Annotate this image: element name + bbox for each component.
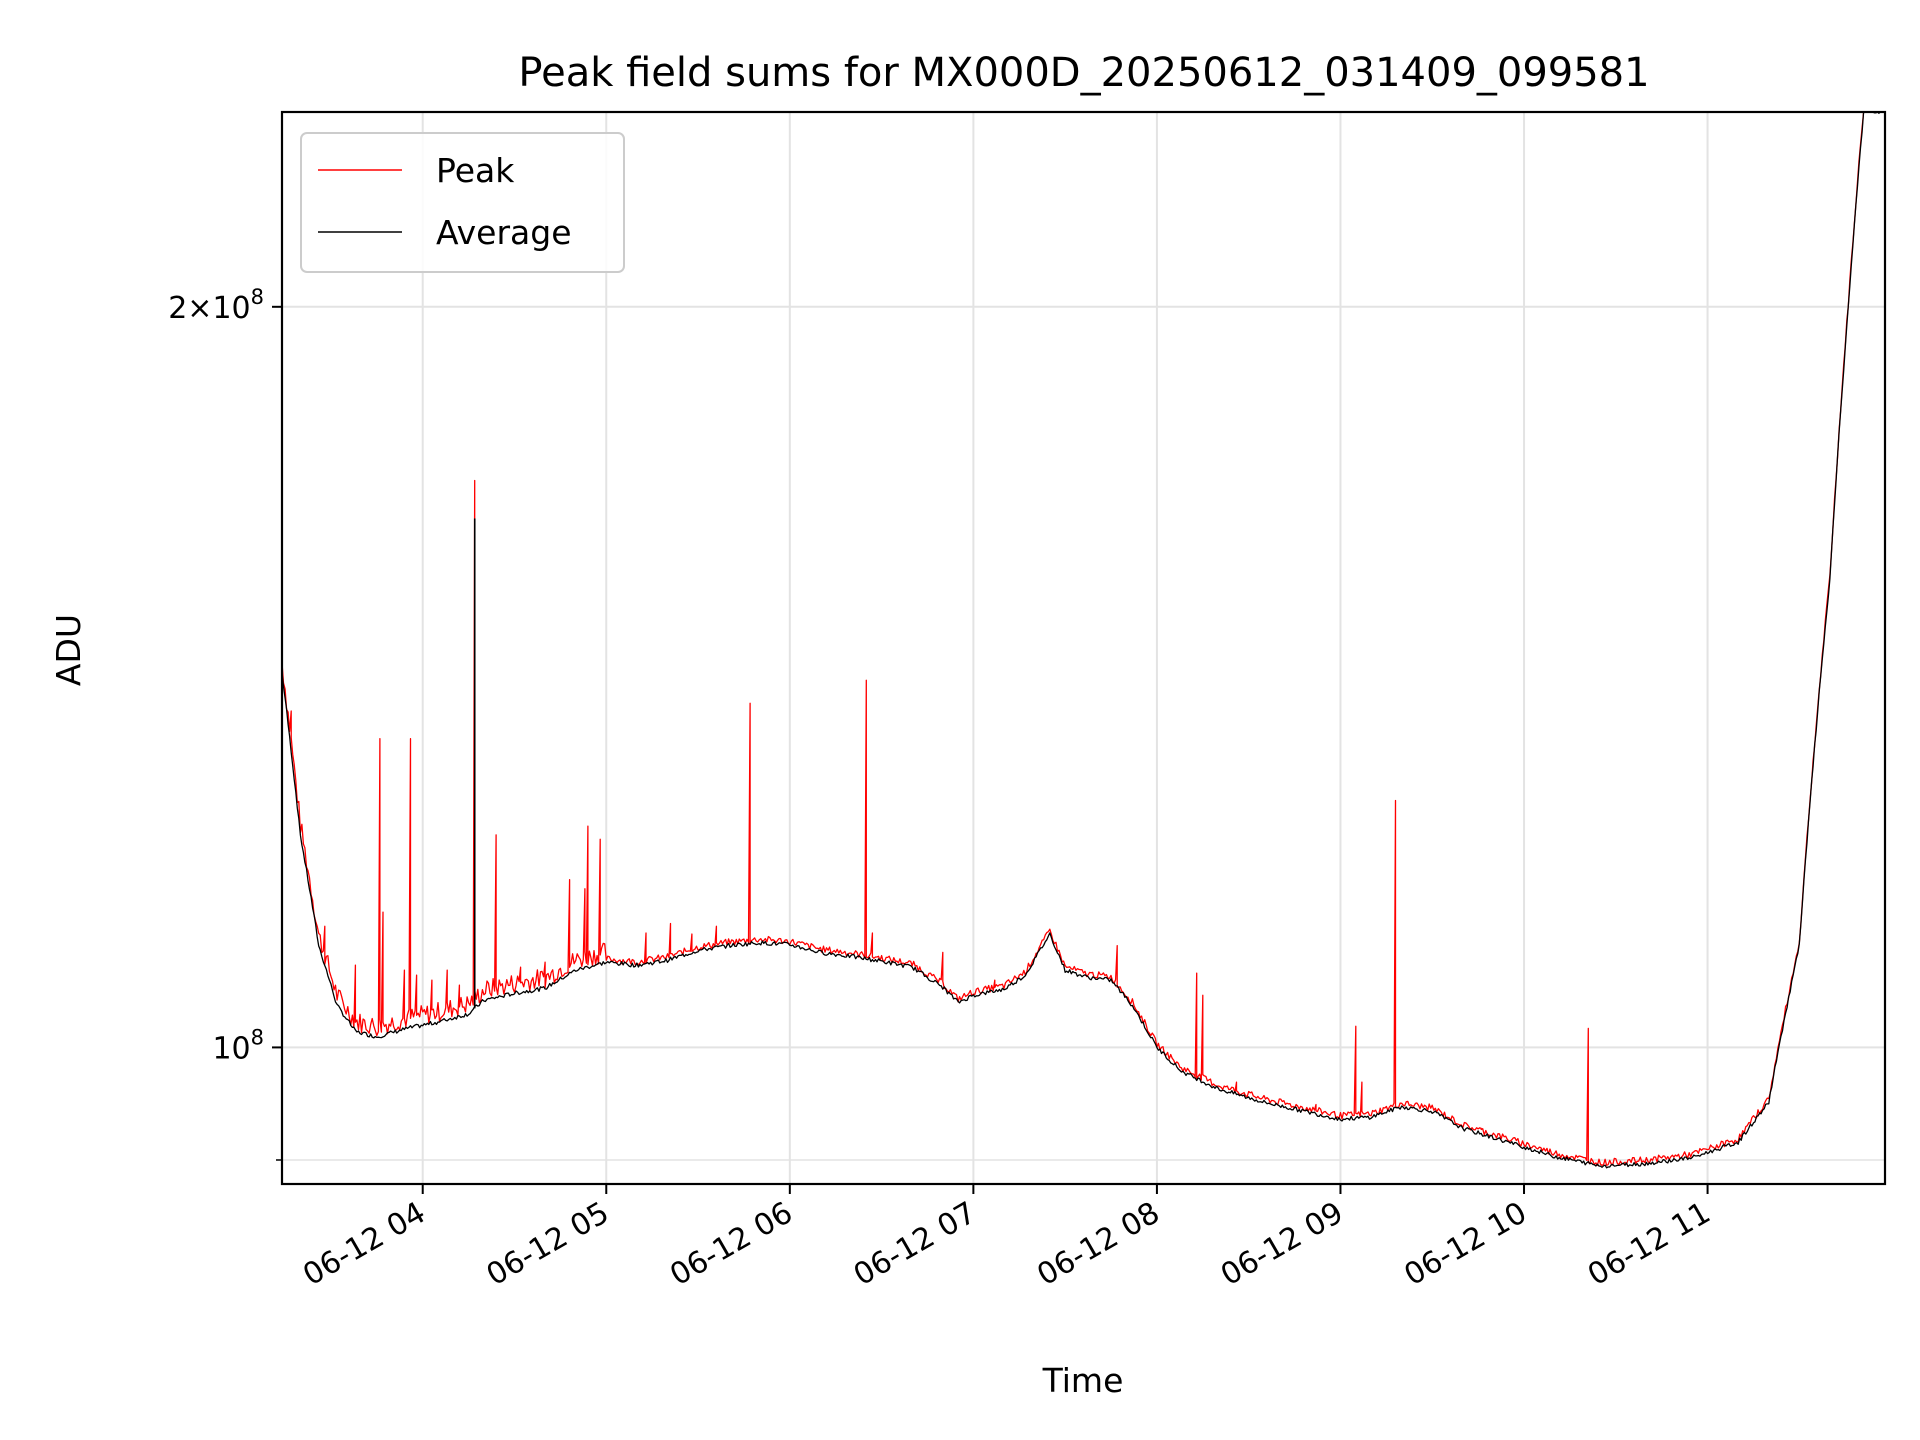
axes-frame: [280, 110, 1887, 1186]
legend-frame: [300, 132, 625, 273]
x-tick-label: 06-12 09: [1215, 1195, 1349, 1293]
x-tick-label: 06-12 06: [664, 1195, 798, 1293]
y-axis-label: ADU: [49, 614, 88, 686]
plot-area: [281, 111, 1885, 1169]
legend: Peak Average: [300, 132, 625, 273]
x-axis-ticks: 06-12 04 06-12 05 06-12 06 06-12 07 06-12 08…: [297, 1184, 1716, 1293]
series-line-peak: [281, 111, 1885, 1166]
x-tick-label: 06-12 10: [1398, 1195, 1532, 1293]
y-tick-label: 108: [212, 1025, 264, 1066]
series-line-average: [281, 111, 1885, 1169]
legend-label-average: Average: [436, 213, 572, 252]
y-axis-ticks: 108 2×108: [168, 285, 282, 1161]
x-tick-label: 06-12 04: [297, 1195, 431, 1293]
legend-label-peak: Peak: [436, 151, 515, 190]
x-tick-label: 06-12 05: [481, 1195, 615, 1293]
x-axis-label: Time: [1042, 1361, 1124, 1400]
x-tick-label: 06-12 08: [1031, 1195, 1165, 1293]
y-tick-label: 2×108: [168, 285, 264, 326]
x-tick-label: 06-12 07: [848, 1195, 982, 1293]
chart-title: Peak field sums for MX000D_20250612_0314…: [518, 50, 1649, 96]
grid-lines: [282, 112, 1885, 1184]
x-tick-label: 06-12 11: [1582, 1195, 1716, 1293]
